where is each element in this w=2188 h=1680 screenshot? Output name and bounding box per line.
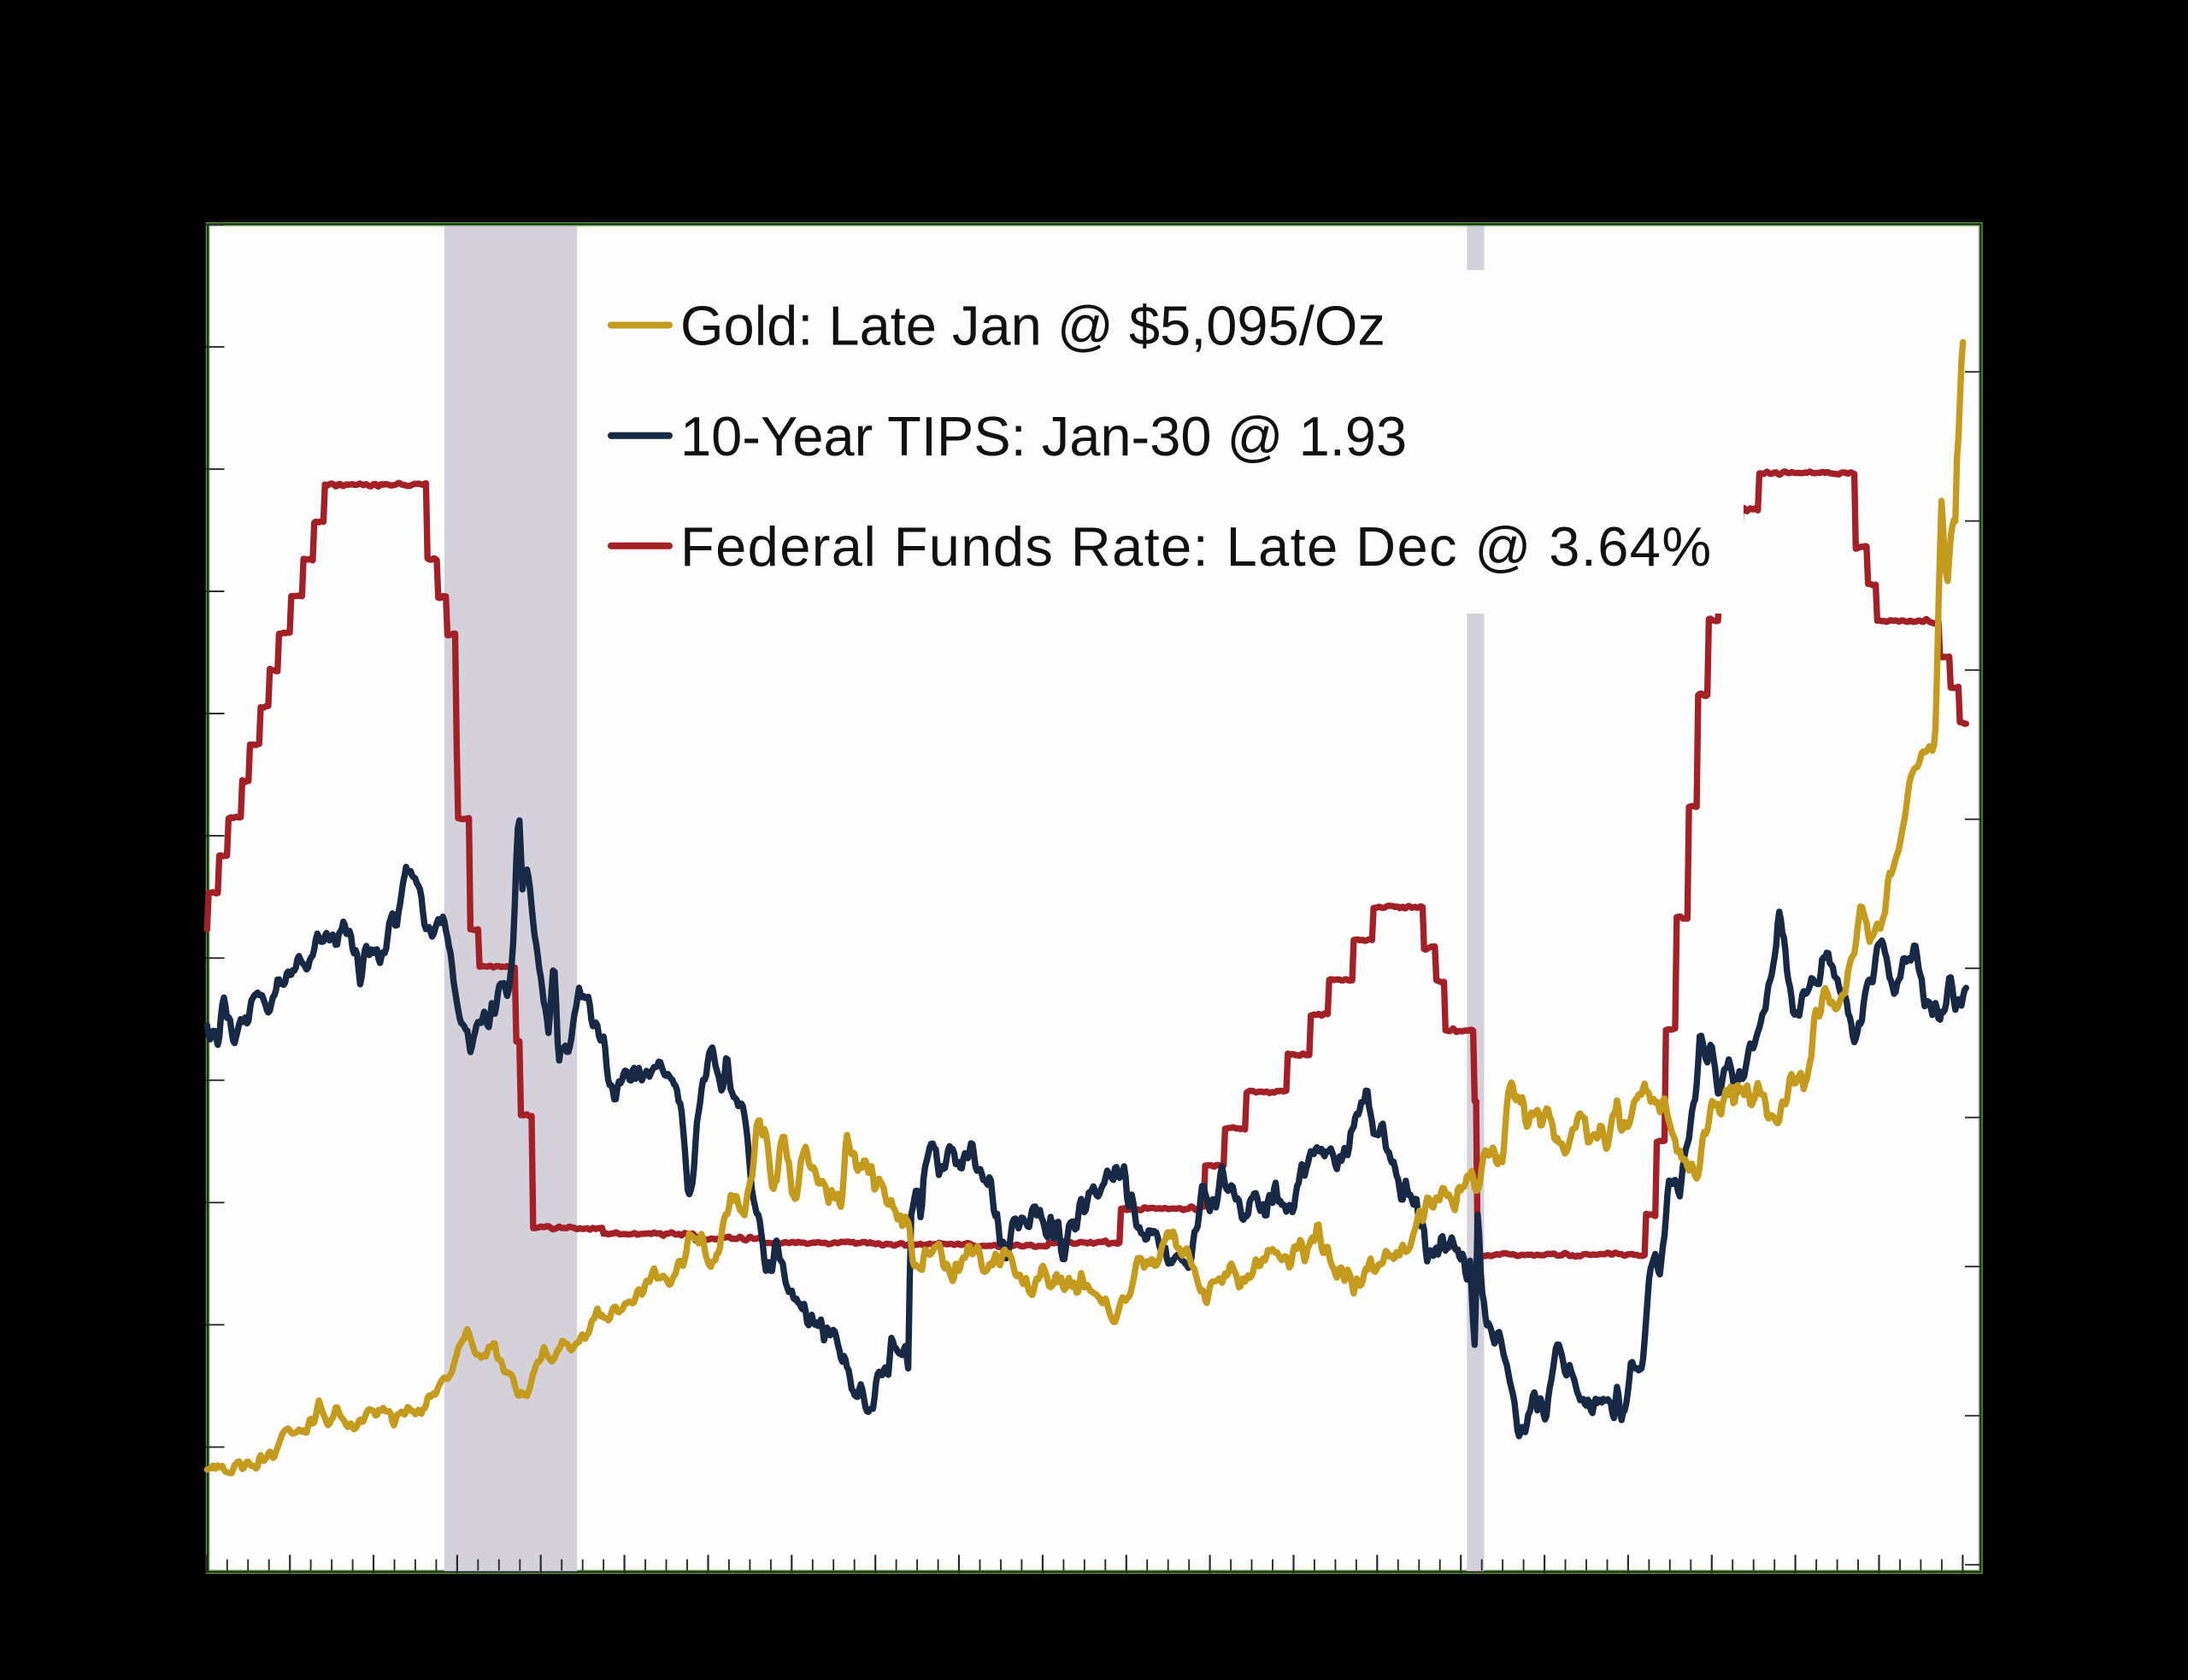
svg-text:Gold: Late Jan @ $5,095/Oz: Gold: Late Jan @ $5,095/Oz [680, 295, 1385, 357]
svg-text:Federal Funds Rate: Late Dec @: Federal Funds Rate: Late Dec @ 3.64% [680, 515, 1713, 578]
svg-text:10-Year TIPS: Jan-30 @ 1.93: 10-Year TIPS: Jan-30 @ 1.93 [680, 405, 1407, 467]
